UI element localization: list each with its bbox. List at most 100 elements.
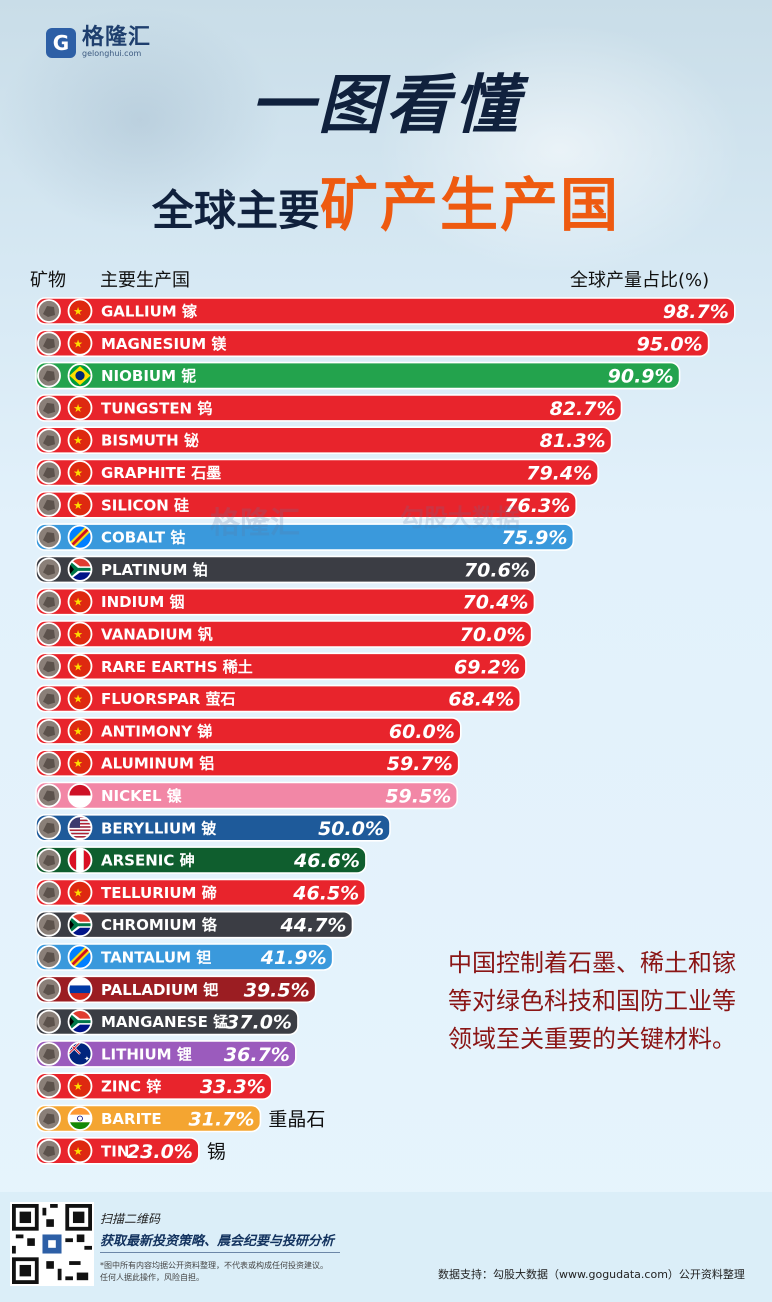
russia-flag-icon bbox=[67, 976, 93, 1002]
bar-mineral-label: GRAPHITE 石墨 bbox=[101, 464, 221, 482]
mineral-sample-icon bbox=[37, 460, 61, 485]
china-flag-icon: ★ bbox=[67, 427, 93, 453]
bar-value-label: 31.7% bbox=[189, 1109, 255, 1131]
bar bbox=[35, 1040, 297, 1068]
bar-mineral-label: PALLADIUM 钯 bbox=[101, 981, 218, 999]
hero-background bbox=[0, 0, 772, 270]
bar-row: MANGANESE 锰37.0% bbox=[35, 1007, 299, 1036]
bar-value-label: 23.0% bbox=[127, 1141, 193, 1163]
bar-mineral-label: NICKEL 镍 bbox=[101, 787, 182, 805]
bar-row: ★ SILICON 硅 76.3% bbox=[35, 491, 578, 519]
bar-row: ★ FLUORSPAR 萤石 68.4% bbox=[35, 684, 522, 713]
bar bbox=[35, 717, 462, 745]
china-flag-icon: ★ bbox=[67, 330, 93, 356]
china-flag-icon: ★ bbox=[67, 589, 93, 615]
bar-value-label: 79.4% bbox=[526, 463, 592, 485]
svg-text:★: ★ bbox=[73, 660, 83, 673]
brand-logo: G 格隆汇 gelonghui.com bbox=[46, 26, 151, 60]
svg-text:★: ★ bbox=[73, 499, 83, 512]
mineral-sample-icon bbox=[37, 912, 61, 937]
mineral-sample-icon bbox=[37, 1042, 61, 1066]
bar-row: BERYLLIUM 铍 50.0% bbox=[35, 813, 391, 842]
bar-value-label: 41.9% bbox=[260, 947, 327, 969]
south-africa-flag-icon bbox=[67, 556, 93, 582]
bar-row: ★ ANTIMONY 锑 60.0% bbox=[35, 717, 462, 745]
bar-row: ★ RARE EARTHS 稀土 69.2% bbox=[35, 652, 527, 681]
footer-divider bbox=[100, 1252, 340, 1253]
bar-row: ★ ZINC 锌 33.3% bbox=[35, 1072, 273, 1101]
bar-row: COBALT 钴 75.9% bbox=[35, 523, 575, 551]
logo-mark: G bbox=[46, 28, 76, 58]
bar-row: NIOBIUM 铌 90.9% bbox=[35, 361, 681, 390]
mineral-sample-icon bbox=[37, 1106, 61, 1131]
mineral-sample-icon bbox=[37, 525, 61, 550]
bar bbox=[35, 910, 354, 939]
bar-value-label: 33.3% bbox=[200, 1076, 266, 1098]
qr-code-icon[interactable] bbox=[10, 1202, 94, 1286]
bar-value-label: 75.9% bbox=[501, 527, 567, 549]
data-source: 数据支持：勾股大数据（www.gogudata.com）公开资料整理 bbox=[438, 1268, 745, 1281]
bar-mineral-label: NIOBIUM 铌 bbox=[101, 367, 196, 385]
bar-mineral-label: TELLURIUM 碲 bbox=[101, 884, 217, 902]
bar-value-label: 68.4% bbox=[448, 689, 514, 711]
mineral-sample-icon bbox=[37, 428, 61, 453]
svg-text:★: ★ bbox=[73, 725, 83, 738]
mineral-sample-icon bbox=[37, 848, 61, 872]
bar bbox=[35, 361, 681, 390]
disclaimer-line-2: 任何人据此操作，风险自担。 bbox=[100, 1273, 204, 1282]
drc-flag-icon bbox=[67, 944, 93, 970]
bar-value-label: 39.5% bbox=[244, 979, 310, 1001]
mineral-sample-icon bbox=[37, 880, 61, 905]
bar-value-label: 70.4% bbox=[463, 592, 529, 614]
china-flag-icon: ★ bbox=[67, 686, 93, 712]
bar-row: CHROMIUM 铬 44.7% bbox=[35, 910, 354, 939]
peru-flag-icon bbox=[67, 847, 93, 873]
bar bbox=[35, 297, 736, 325]
bar-value-label: 46.5% bbox=[292, 882, 359, 904]
bar-row: ARSENIC 砷 46.6% bbox=[35, 846, 367, 874]
bar-row: ★ GALLIUM 镓 98.7% bbox=[35, 297, 736, 325]
bar bbox=[35, 458, 599, 487]
bar bbox=[35, 491, 578, 519]
mineral-sample-icon bbox=[37, 396, 61, 420]
mineral-sample-icon bbox=[37, 557, 61, 582]
svg-text:★: ★ bbox=[73, 693, 83, 706]
south-africa-flag-icon bbox=[67, 1009, 93, 1034]
watermark-brand: 格隆汇 bbox=[210, 506, 300, 541]
mineral-sample-icon bbox=[37, 751, 61, 776]
svg-text:★: ★ bbox=[73, 402, 83, 415]
bar bbox=[35, 426, 613, 454]
bar-value-label: 44.7% bbox=[280, 915, 347, 937]
bar-mineral-label: ARSENIC 砷 bbox=[101, 852, 195, 870]
bar-row: PALLADIUM 钯 39.5% bbox=[35, 975, 317, 1004]
mineral-sample-icon bbox=[37, 589, 61, 614]
title-line-1: 一图看懂 bbox=[250, 69, 522, 143]
svg-text:★: ★ bbox=[73, 337, 83, 350]
mineral-sample-icon bbox=[37, 363, 61, 388]
bar bbox=[35, 1072, 273, 1101]
china-flag-icon: ★ bbox=[67, 1073, 93, 1099]
brazil-flag-icon bbox=[67, 363, 93, 388]
svg-text:★: ★ bbox=[73, 467, 83, 480]
bar-row: ✦ LITHIUM 锂 36.7% bbox=[35, 1040, 297, 1068]
bar-outside-label: 重晶石 bbox=[268, 1109, 325, 1131]
mineral-sample-icon bbox=[37, 945, 61, 969]
bar-mineral-label: ANTIMONY 锑 bbox=[101, 722, 212, 740]
bar bbox=[35, 943, 334, 971]
mineral-sample-icon bbox=[37, 686, 61, 711]
bar bbox=[35, 846, 367, 874]
watermark-site: 勾股大数据 bbox=[400, 504, 520, 532]
indonesia-flag-icon bbox=[67, 783, 93, 808]
china-flag-icon: ★ bbox=[67, 750, 93, 776]
title-line-2: 全球主要矿产生产国 bbox=[0, 158, 772, 242]
bar-mineral-label: VANADIUM 钒 bbox=[101, 626, 213, 644]
mineral-sample-icon bbox=[37, 1009, 61, 1034]
bar bbox=[35, 749, 460, 778]
china-flag-icon: ★ bbox=[67, 298, 93, 324]
bar-mineral-label: GALLIUM 镓 bbox=[101, 303, 198, 321]
bar bbox=[35, 975, 317, 1004]
bar-row: PLATINUM 铂 70.6% bbox=[35, 555, 537, 584]
bar-row: NICKEL 镍 59.5% bbox=[35, 781, 459, 810]
bar-mineral-label: BERYLLIUM 铍 bbox=[101, 819, 216, 837]
bar-value-label: 60.0% bbox=[389, 721, 455, 743]
